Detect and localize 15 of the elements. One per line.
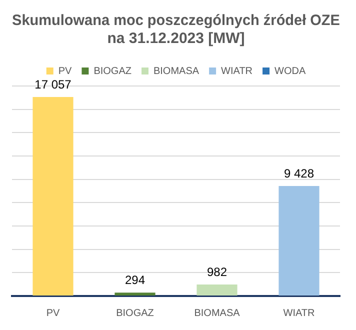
legend-label: PV bbox=[58, 66, 72, 77]
x-tick-label: BIOGAZ bbox=[116, 308, 154, 319]
data-label: 294 bbox=[124, 272, 146, 287]
x-tick-label: BIOMASA bbox=[194, 308, 240, 319]
legend-label: BIOMASA bbox=[153, 66, 200, 77]
data-label: 17 057 bbox=[34, 77, 72, 92]
legend-label: WIATR bbox=[221, 66, 253, 77]
text: Skumulowana moc poszczególnych źródeł OZE bbox=[12, 12, 340, 30]
data-label: 9 428 bbox=[284, 166, 314, 180]
text: na 31.12.2023 [MW] bbox=[107, 30, 245, 48]
legend-label: BIOGAZ bbox=[94, 66, 132, 77]
x-tick-label: PV bbox=[46, 308, 60, 319]
data-label: 982 bbox=[206, 264, 228, 279]
legend-label: WODA bbox=[274, 66, 306, 77]
x-tick-label: WIATR bbox=[283, 308, 315, 319]
